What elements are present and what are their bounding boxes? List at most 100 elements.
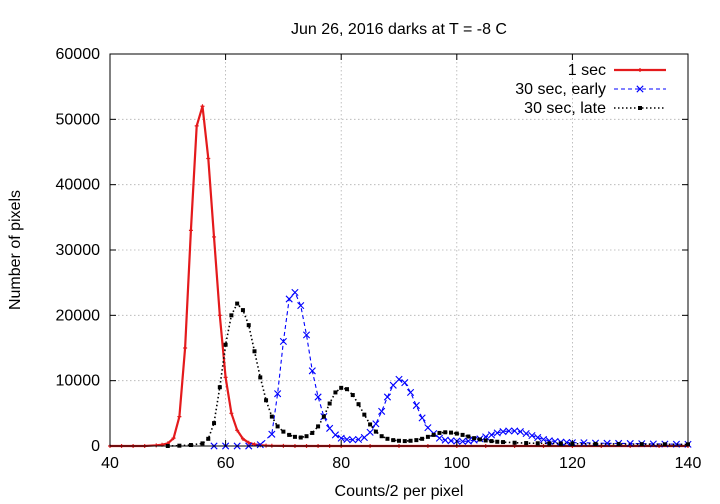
- data-point: [528, 431, 536, 440]
- data-point: [302, 331, 311, 339]
- series-layer: [108, 104, 692, 450]
- legend-marker: [638, 68, 642, 72]
- data-point: [379, 434, 384, 439]
- legend-marker: [636, 85, 644, 93]
- data-point: [501, 440, 506, 445]
- data-point: [264, 398, 269, 403]
- data-point: [200, 104, 205, 109]
- data-point: [547, 441, 552, 446]
- data-point: [246, 323, 251, 328]
- data-point: [412, 401, 420, 410]
- data-point: [246, 440, 251, 445]
- data-point: [333, 390, 338, 395]
- data-point: [188, 228, 193, 233]
- data-point: [183, 346, 188, 350]
- data-point: [310, 430, 315, 435]
- x-axis-title: Counts/2 per pixel: [335, 483, 464, 500]
- data-point: [343, 435, 351, 444]
- x-tick-label: 80: [332, 455, 350, 472]
- data-point: [281, 429, 286, 434]
- data-point: [402, 439, 407, 444]
- x-tick-label: 120: [559, 455, 586, 472]
- data-point: [454, 431, 459, 436]
- axis-ticks: [109, 53, 689, 447]
- data-point: [408, 438, 413, 443]
- data-point: [447, 437, 455, 445]
- data-point: [285, 295, 293, 303]
- data-point: [420, 436, 425, 441]
- data-point: [212, 234, 217, 239]
- data-point: [240, 436, 245, 441]
- y-tick-label: 50000: [56, 111, 101, 128]
- series-1: [108, 104, 690, 448]
- data-point: [349, 436, 357, 444]
- data-point: [331, 431, 340, 439]
- data-point: [229, 411, 234, 416]
- data-point: [217, 385, 222, 390]
- legend: 1 sec 30 sec, early 30 sec, late: [515, 62, 666, 117]
- data-point: [535, 441, 540, 446]
- series-line: [167, 302, 689, 447]
- data-point: [268, 430, 276, 438]
- data-point: [337, 434, 345, 442]
- data-point: [314, 393, 322, 401]
- data-point: [389, 381, 397, 389]
- series-2: [210, 288, 692, 450]
- data-point: [425, 434, 430, 439]
- data-point: [466, 434, 471, 439]
- legend-label: 1 sec: [568, 62, 606, 79]
- data-point: [206, 436, 211, 441]
- data-point: [223, 342, 228, 347]
- data-point: [458, 437, 467, 446]
- x-tick-label: 140: [675, 455, 702, 472]
- data-point: [258, 375, 263, 380]
- data-point: [366, 428, 374, 436]
- data-point: [269, 414, 274, 419]
- data-point: [464, 437, 472, 445]
- data-point: [441, 436, 449, 444]
- y-tick-label: 0: [91, 438, 100, 455]
- data-point: [229, 313, 234, 318]
- data-point: [477, 437, 482, 442]
- y-tick-labels: 0 10000 20000 30000 40000 50000 60000: [56, 46, 101, 455]
- data-point: [291, 288, 299, 297]
- data-point: [385, 436, 390, 441]
- data-point: [212, 421, 217, 426]
- data-point: [235, 301, 240, 306]
- x-tick-label: 40: [101, 455, 119, 472]
- series-line: [110, 105, 688, 448]
- data-point: [534, 433, 542, 442]
- data-point: [274, 390, 282, 398]
- x-tick-label: 100: [443, 455, 470, 472]
- series-3: [165, 301, 690, 448]
- data-point: [401, 379, 409, 387]
- data-point: [316, 424, 321, 429]
- data-point: [483, 438, 488, 443]
- data-point: [482, 433, 490, 441]
- data-point: [304, 434, 309, 439]
- data-point: [662, 442, 667, 447]
- data-point: [279, 337, 287, 346]
- data-point: [275, 424, 280, 429]
- data-point: [616, 442, 621, 447]
- data-point: [321, 414, 326, 419]
- data-point: [177, 414, 182, 419]
- data-point: [252, 349, 257, 354]
- data-point: [558, 441, 563, 446]
- y-tick-label: 30000: [56, 242, 101, 259]
- data-point: [449, 430, 454, 435]
- legend-item: 30 sec, late: [524, 100, 666, 117]
- data-point: [356, 402, 361, 407]
- data-point: [298, 435, 303, 440]
- y-tick-label: 20000: [56, 307, 101, 324]
- data-point: [326, 424, 334, 432]
- data-point: [344, 387, 349, 392]
- data-point: [154, 443, 159, 448]
- data-point: [297, 301, 305, 310]
- data-point: [188, 443, 193, 448]
- data-point: [545, 437, 553, 445]
- data-point: [487, 431, 496, 439]
- y-tick-label: 10000: [56, 373, 101, 390]
- data-point: [292, 434, 297, 439]
